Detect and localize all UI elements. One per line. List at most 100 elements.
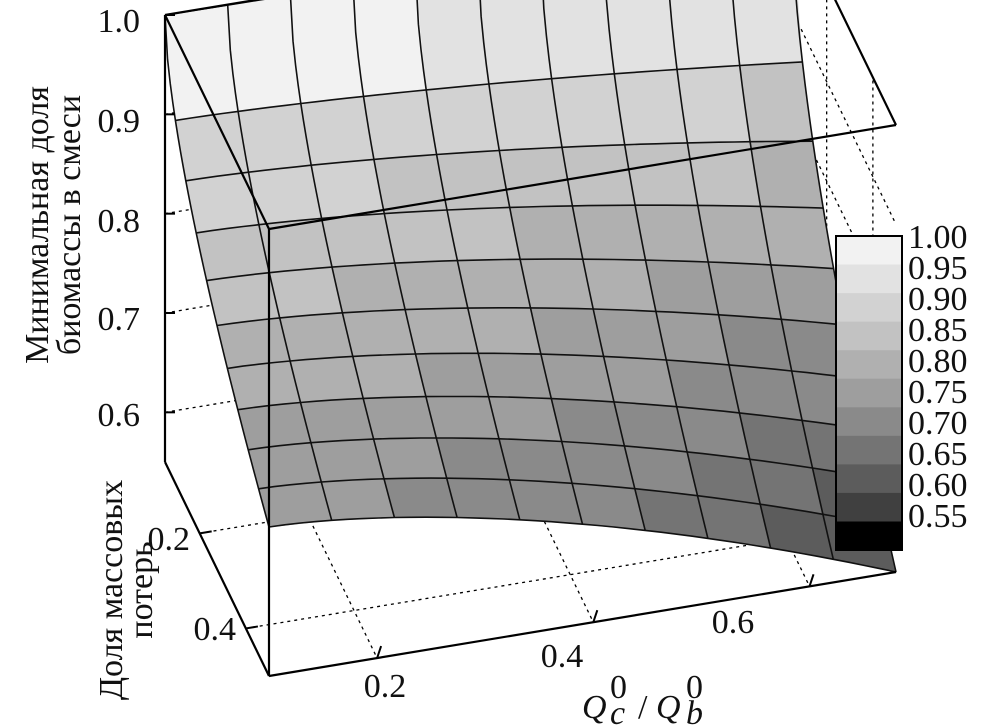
x-axis-title-q1: Q bbox=[582, 689, 607, 726]
mesh-line bbox=[237, 395, 865, 430]
surface-patch bbox=[321, 213, 396, 268]
surface-patch bbox=[655, 311, 730, 366]
surface-patch bbox=[237, 103, 312, 173]
y-tick-labels: 0.2 0.4 bbox=[148, 521, 237, 648]
surface-patch bbox=[718, 314, 793, 372]
z-axis-title: Минимальная доля биомассы в смеси bbox=[19, 86, 88, 364]
colorbar-band bbox=[836, 521, 902, 551]
surface-patch bbox=[665, 359, 740, 414]
colorbar-label: 0.85 bbox=[908, 312, 968, 349]
colorbar-label: 1.00 bbox=[908, 219, 968, 256]
colorbar-label: 0.60 bbox=[908, 467, 968, 504]
surface-patch bbox=[290, 0, 364, 104]
surface-patch bbox=[185, 171, 260, 234]
surface-patch bbox=[613, 69, 688, 146]
surface-patch bbox=[467, 307, 542, 355]
x-axis-title-sub2: b bbox=[686, 695, 703, 728]
colorbar-label: 0.65 bbox=[908, 436, 968, 473]
surface-patch bbox=[530, 307, 604, 357]
box-edge bbox=[268, 570, 897, 678]
surface-patch bbox=[175, 111, 249, 182]
surface-patch bbox=[216, 317, 291, 369]
surface-patch bbox=[477, 352, 552, 399]
surface-patch bbox=[279, 312, 354, 362]
surface-patch bbox=[582, 258, 657, 312]
surface-patch bbox=[608, 0, 678, 75]
surface-patch bbox=[544, 0, 615, 80]
surface-patch bbox=[383, 209, 458, 264]
x-tick-labels: 0.2 0.4 0.6 bbox=[364, 604, 755, 705]
y-tick-label: 0.2 bbox=[148, 521, 191, 558]
box-edge bbox=[164, 14, 270, 230]
colorbar-frame bbox=[835, 235, 903, 551]
bounding-box bbox=[163, 0, 897, 678]
x-axis-title-sub1: c bbox=[610, 695, 625, 728]
z-tick-label: 0.7 bbox=[98, 301, 141, 338]
surface-patch bbox=[435, 437, 510, 481]
surface-patch bbox=[362, 396, 437, 440]
surface-patch bbox=[498, 146, 573, 208]
surface-patch bbox=[697, 205, 772, 266]
surface-patch bbox=[760, 206, 834, 269]
surface-patch bbox=[436, 150, 511, 211]
z-tick-label: 1.0 bbox=[98, 3, 141, 40]
surface-patch bbox=[354, 0, 427, 97]
mesh-line bbox=[175, 61, 803, 122]
surface-patch bbox=[310, 438, 385, 483]
surface-patch bbox=[561, 441, 636, 490]
surface-patch bbox=[540, 353, 615, 403]
z-tick-labels: 1.0 0.9 0.8 0.7 0.6 bbox=[98, 3, 141, 434]
y-axis-title-line-1: Доля массовых bbox=[93, 480, 130, 700]
surface-patch bbox=[289, 356, 364, 403]
surface-patch bbox=[164, 4, 239, 121]
y-axis-title-line-2: потерь bbox=[123, 541, 160, 638]
surface-patch bbox=[676, 65, 751, 144]
surface-patch bbox=[592, 308, 667, 361]
x-tick-mark bbox=[592, 609, 599, 623]
mesh-line bbox=[206, 258, 834, 282]
surface-patch bbox=[603, 356, 678, 408]
mesh-line bbox=[268, 516, 897, 573]
mesh-line bbox=[216, 306, 845, 327]
x-axis-title-q2: Q bbox=[656, 689, 681, 726]
colorbar-band bbox=[836, 350, 902, 380]
surface-patch bbox=[770, 264, 845, 326]
mesh-line bbox=[196, 204, 824, 234]
box-edge bbox=[834, 0, 897, 126]
surface-patch bbox=[687, 141, 761, 207]
colorbar bbox=[835, 235, 903, 551]
x-tick-mark bbox=[808, 574, 815, 587]
surface-patch bbox=[498, 438, 573, 484]
mesh-line bbox=[185, 140, 813, 182]
colorbar-label: 0.80 bbox=[908, 343, 968, 380]
x-axis-title-sup1: 0 bbox=[610, 669, 627, 706]
z-axis-title-line-2: биомассы в смеси bbox=[51, 95, 88, 355]
surface-patch bbox=[481, 0, 552, 85]
colorbar-labels: 1.00 0.95 0.90 0.85 0.80 0.75 0.70 0.65 … bbox=[908, 219, 968, 535]
mesh-line bbox=[248, 437, 876, 479]
surface-patch bbox=[551, 73, 626, 148]
surface-patch bbox=[415, 352, 489, 398]
y-tick-mark bbox=[199, 530, 212, 535]
z-axis-title-line-1: Минимальная доля bbox=[19, 86, 56, 364]
surface-patch bbox=[707, 261, 782, 320]
surface-patch bbox=[734, 0, 803, 66]
colorbar-label: 0.95 bbox=[908, 250, 968, 287]
colorbar-band bbox=[836, 321, 902, 351]
surface-patch bbox=[645, 259, 719, 316]
colorbar-band bbox=[836, 378, 902, 408]
surface-patch bbox=[425, 396, 500, 440]
surface-patch bbox=[394, 260, 469, 310]
surface-patch bbox=[247, 442, 322, 490]
surface-patch bbox=[404, 307, 479, 355]
mesh-line bbox=[258, 477, 886, 527]
surface-patch bbox=[624, 142, 699, 206]
grid-line bbox=[245, 523, 873, 630]
colorbar-label: 0.90 bbox=[908, 281, 968, 318]
surface-patch bbox=[227, 360, 301, 411]
surface-patch bbox=[195, 224, 270, 281]
surface-patch bbox=[342, 309, 416, 357]
colorbar-band bbox=[836, 435, 902, 465]
colorbar-band bbox=[836, 236, 902, 265]
x-tick-label: 0.4 bbox=[541, 638, 584, 675]
